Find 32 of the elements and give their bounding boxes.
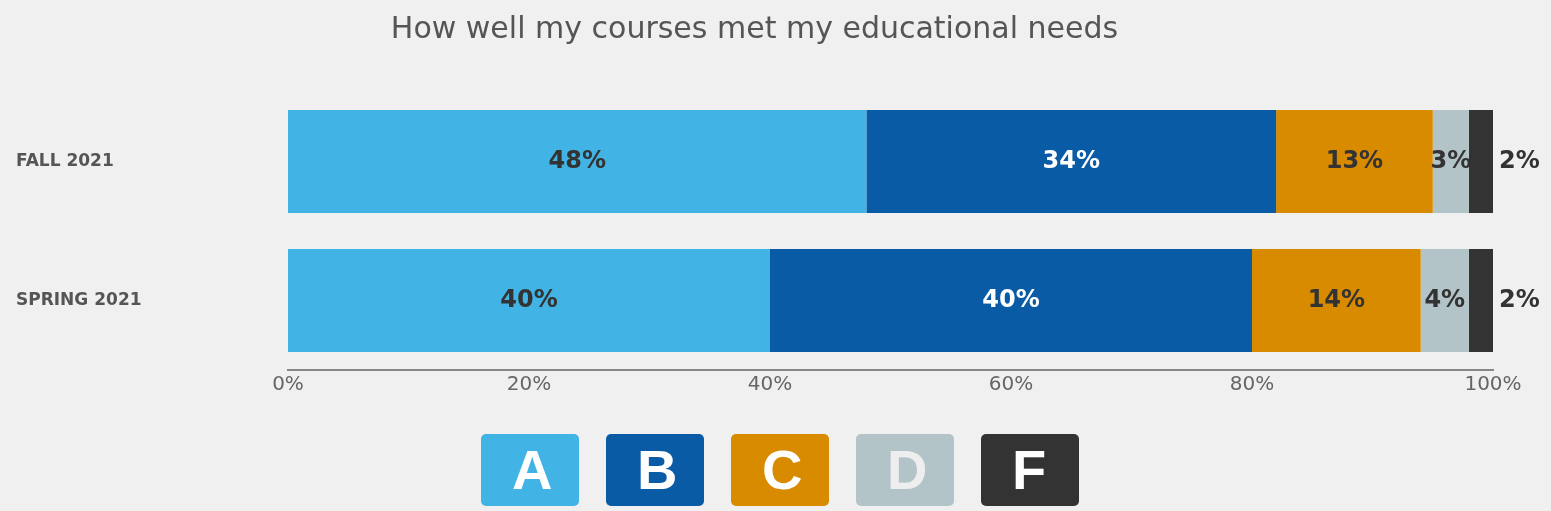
data-label: 4% bbox=[1424, 284, 1466, 313]
data-label: 13% bbox=[1325, 145, 1384, 174]
y-tick-label: FALL 2021 bbox=[16, 149, 114, 170]
legend-label: D bbox=[886, 434, 954, 506]
legend-label: C bbox=[761, 434, 829, 506]
legend-label: A bbox=[511, 434, 579, 506]
data-label: 40% bbox=[500, 284, 558, 313]
bar bbox=[866, 110, 1277, 213]
bar bbox=[1468, 249, 1493, 352]
x-tick-label: 0% bbox=[272, 371, 304, 396]
data-label: 2% bbox=[1499, 284, 1540, 313]
x-tick-label: 100% bbox=[1464, 371, 1522, 396]
bar bbox=[1276, 110, 1433, 213]
data-label: 34% bbox=[1042, 145, 1100, 174]
bar bbox=[288, 110, 867, 213]
data-label: 2% bbox=[1499, 145, 1540, 174]
chart-title: How well my courses met my educational needs bbox=[390, 9, 1119, 45]
x-tick-label: 80% bbox=[1229, 371, 1275, 396]
data-label: 48% bbox=[548, 145, 606, 174]
x-tick-label: 20% bbox=[506, 371, 552, 396]
bar bbox=[770, 249, 1252, 352]
bar bbox=[1468, 110, 1493, 213]
data-label: 40% bbox=[982, 284, 1040, 313]
data-label: 14% bbox=[1307, 284, 1366, 313]
bar bbox=[1420, 249, 1469, 352]
legend-label: B bbox=[636, 434, 704, 506]
bar bbox=[288, 249, 770, 352]
legend-label: F bbox=[1011, 434, 1079, 506]
x-tick-label: 60% bbox=[988, 371, 1034, 396]
x-tick-label: 40% bbox=[747, 371, 793, 396]
bar bbox=[1252, 249, 1421, 352]
y-tick-label: SPRING 2021 bbox=[16, 288, 142, 309]
